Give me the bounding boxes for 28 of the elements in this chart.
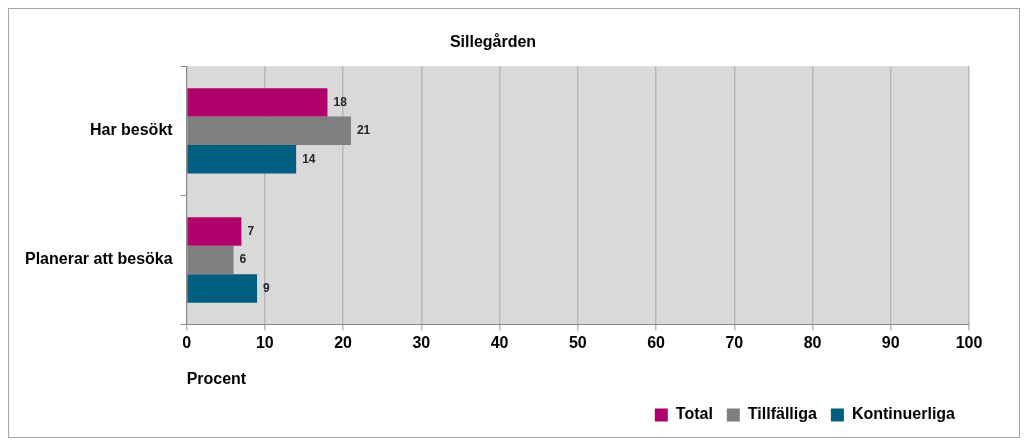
legend-label: Total — [675, 405, 713, 423]
bar — [187, 274, 258, 303]
legend-label: Kontinuerliga — [851, 405, 956, 423]
x-tick-label: 20 — [334, 333, 353, 351]
data-label: 7 — [247, 223, 255, 238]
data-label: 9 — [263, 280, 271, 295]
x-tick-label: 10 — [255, 333, 274, 351]
x-tick-label: 40 — [490, 333, 509, 351]
x-tick-label: 50 — [568, 333, 587, 351]
x-tick-label: 0 — [182, 333, 192, 351]
y-tick-label: Planerar att besöka — [25, 250, 173, 268]
x-axis-title: Procent — [186, 369, 247, 387]
data-label: 6 — [239, 252, 247, 267]
data-label: 21 — [356, 123, 371, 138]
x-tick-label: 60 — [647, 333, 666, 351]
legend-label: Tillfälliga — [747, 405, 817, 423]
y-tick-label: Har besökt — [89, 121, 174, 139]
x-tick-label: 90 — [881, 333, 900, 351]
bar — [187, 88, 328, 117]
data-label: 14 — [302, 151, 316, 166]
bar — [187, 145, 297, 174]
chart-title: Sillegården — [449, 33, 537, 51]
bar — [187, 217, 242, 246]
x-tick-label: 30 — [412, 333, 431, 351]
x-tick-label: 70 — [725, 333, 744, 351]
data-label: 18 — [333, 94, 348, 109]
x-tick-label: 100 — [955, 333, 983, 351]
x-tick-label: 80 — [803, 333, 822, 351]
